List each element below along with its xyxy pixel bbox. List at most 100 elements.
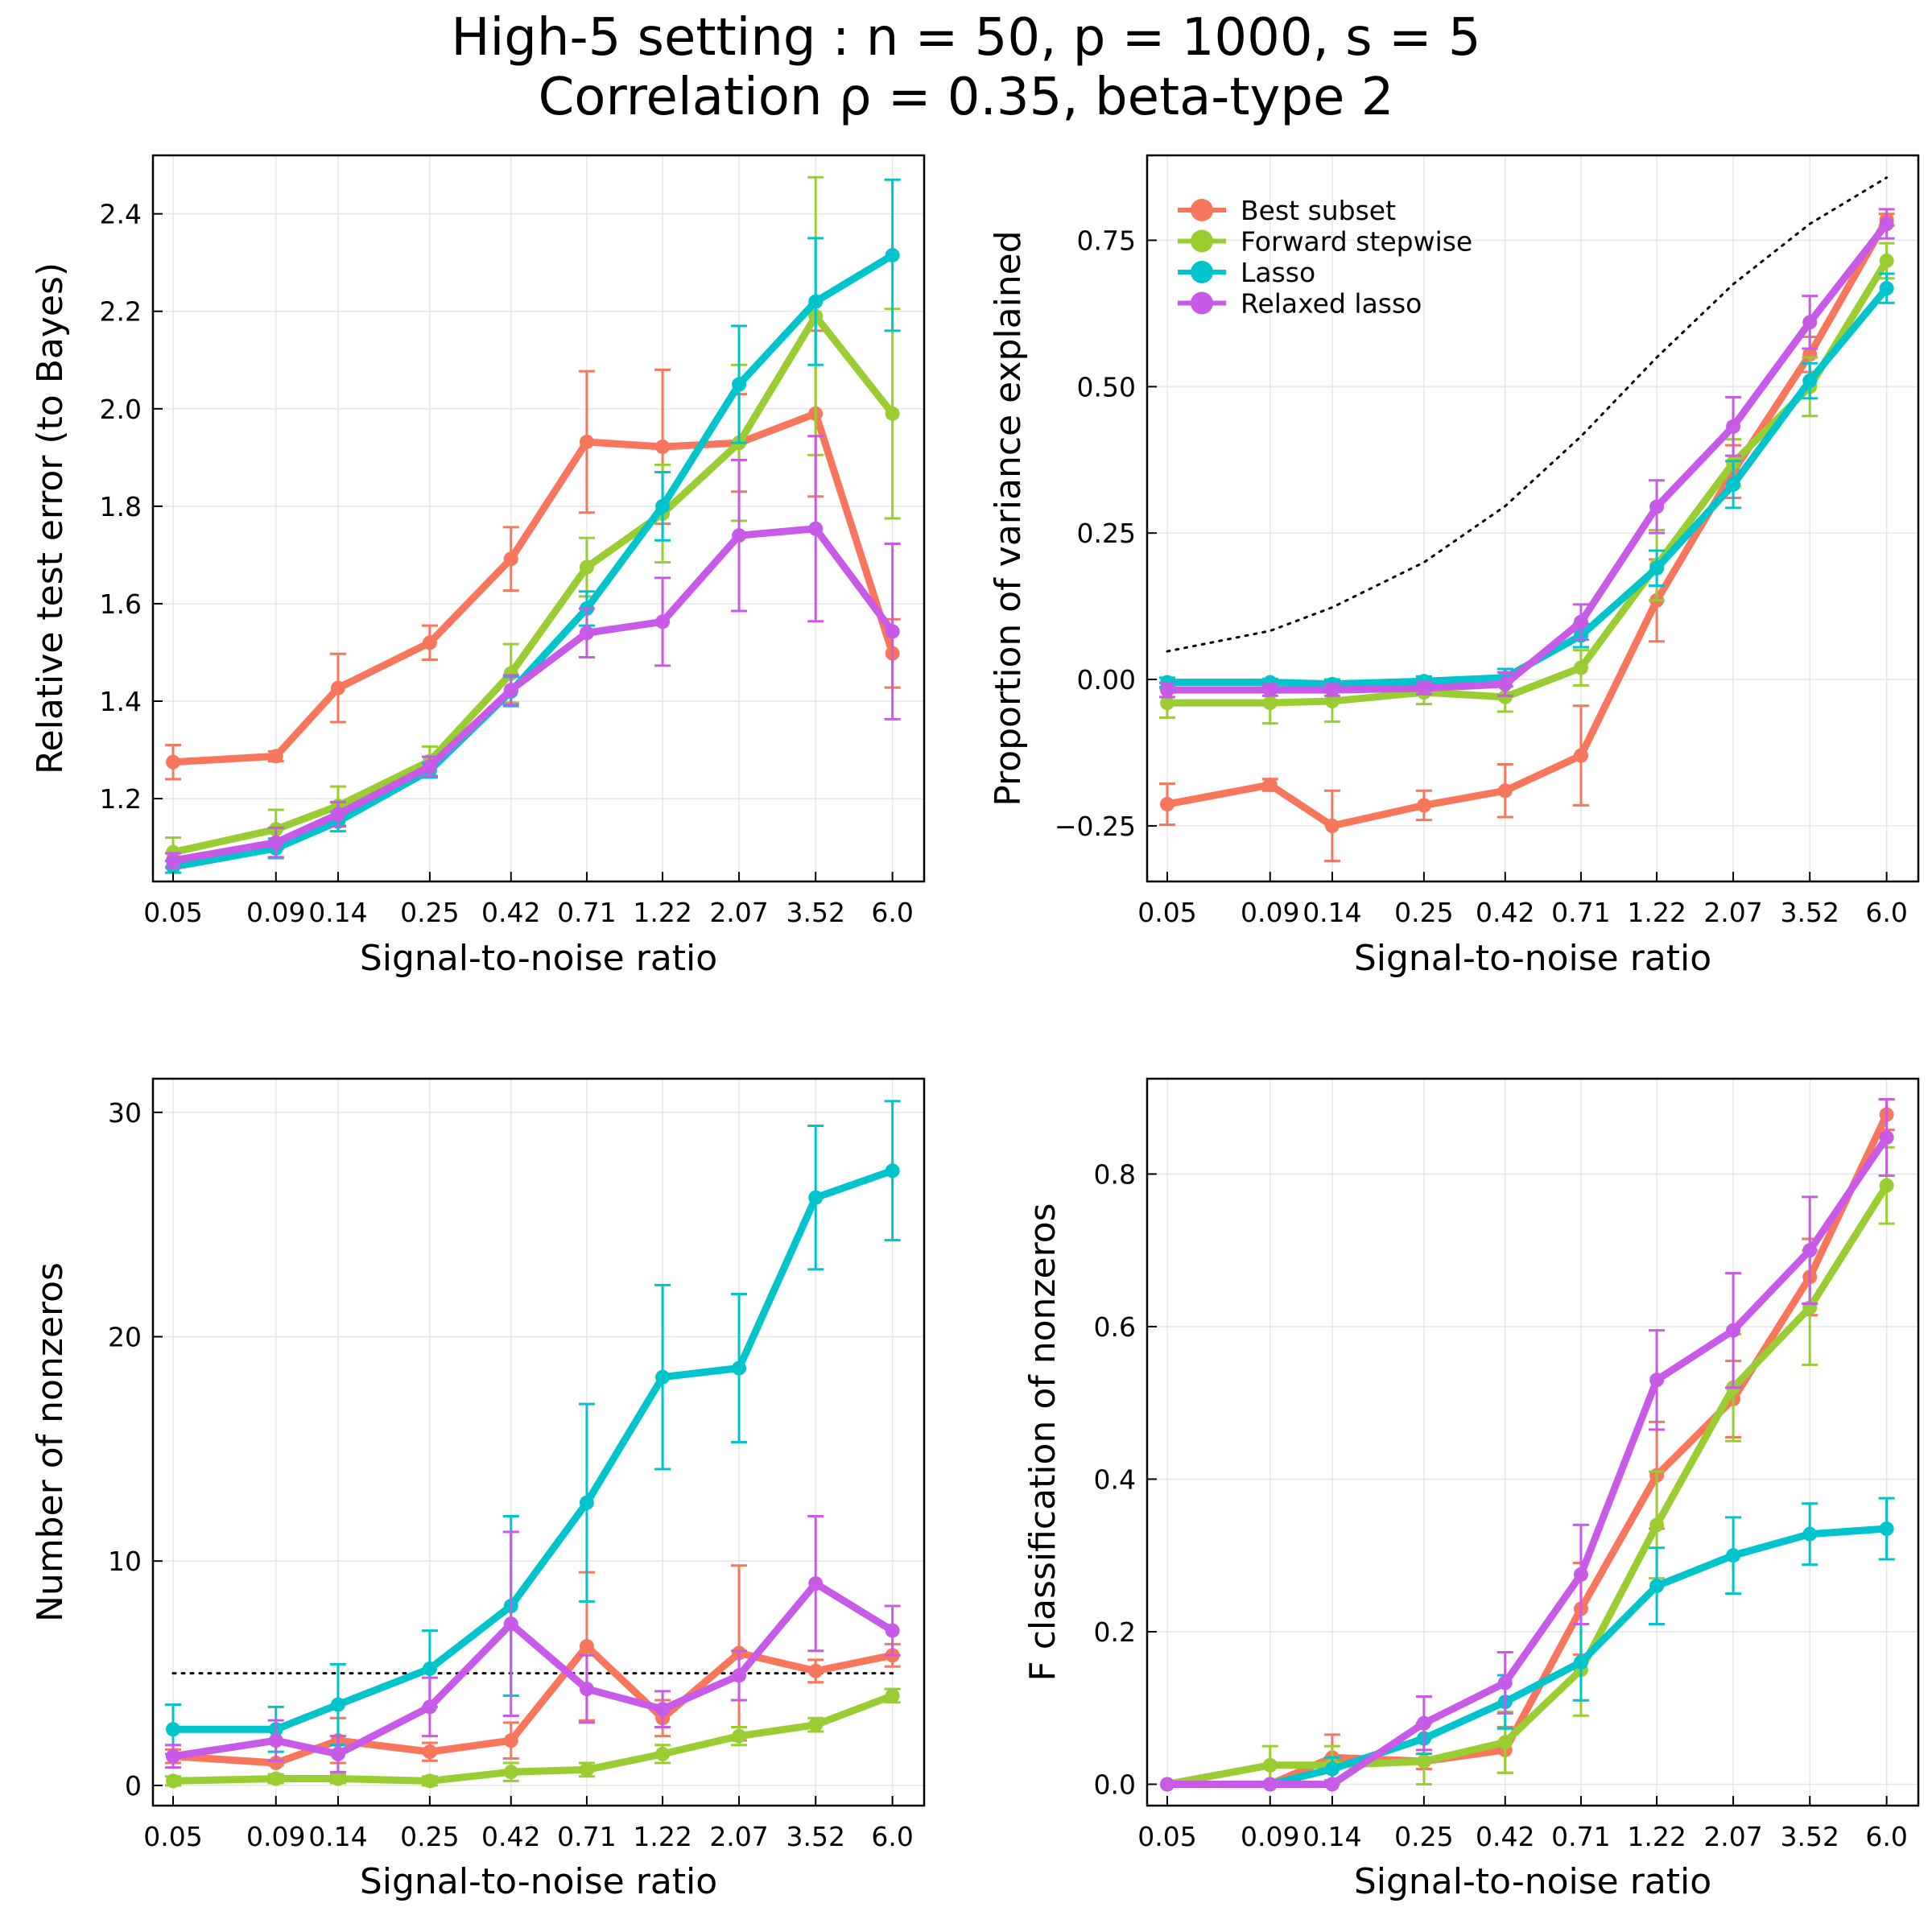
x-tick-label: 0.42 bbox=[1476, 1821, 1534, 1852]
y-tick-label: 0.8 bbox=[1094, 1158, 1136, 1190]
data-point bbox=[579, 1495, 594, 1510]
data-point bbox=[732, 1668, 747, 1683]
y-tick-label: 10 bbox=[108, 1546, 142, 1577]
series-line bbox=[172, 252, 894, 871]
x-tick-label: 2.07 bbox=[709, 897, 768, 928]
data-point bbox=[655, 440, 671, 455]
series-forward-stepwise bbox=[165, 1687, 901, 1789]
data-point bbox=[579, 625, 594, 641]
x-tick-label: 1.22 bbox=[633, 1821, 691, 1852]
data-point bbox=[655, 1369, 671, 1385]
data-point bbox=[579, 1762, 594, 1777]
data-point bbox=[1497, 676, 1513, 691]
x-tick-label: 6.0 bbox=[871, 897, 913, 928]
chart-panel-proportion-variance-explained: 0.05 0.09 0.14 0.25 0.42 0.71 1.22 2.07 3.52 6.0 −… bbox=[988, 154, 1920, 979]
data-point bbox=[166, 754, 180, 770]
data-point bbox=[330, 1771, 345, 1786]
data-point bbox=[1879, 217, 1894, 232]
data-point bbox=[1802, 374, 1818, 389]
data-point bbox=[885, 1163, 900, 1179]
data-point bbox=[166, 1773, 180, 1789]
data-point bbox=[503, 1765, 518, 1780]
data-point bbox=[503, 683, 518, 698]
chart-panel-relative-test-error: 0.05 0.09 0.14 0.25 0.42 0.71 1.22 2.07 3.52 6.0 1… bbox=[30, 154, 926, 979]
data-point bbox=[422, 1744, 437, 1760]
y-tick-label: −0.25 bbox=[1055, 811, 1136, 842]
data-point bbox=[579, 434, 594, 449]
data-point bbox=[503, 551, 518, 567]
series-line bbox=[1167, 258, 1890, 707]
series-line bbox=[1166, 1183, 1890, 1788]
y-tick-label: 0.25 bbox=[1077, 518, 1136, 549]
data-point bbox=[1262, 777, 1278, 792]
data-point bbox=[330, 807, 345, 822]
x-tick-label: 3.52 bbox=[1780, 897, 1839, 928]
data-point bbox=[1879, 253, 1894, 268]
data-point bbox=[885, 1623, 900, 1638]
data-point bbox=[1497, 1675, 1513, 1690]
y-tick-label: 2.4 bbox=[100, 199, 142, 230]
data-point bbox=[1649, 1373, 1665, 1388]
x-axis-title: Signal-to-noise ratio bbox=[1354, 1861, 1711, 1902]
x-tick-label: 0.25 bbox=[1394, 897, 1453, 928]
data-point bbox=[1879, 1129, 1894, 1145]
data-point bbox=[885, 1688, 900, 1703]
data-point bbox=[166, 852, 180, 868]
x-tick-label: 6.0 bbox=[1865, 897, 1907, 928]
data-point bbox=[1160, 796, 1174, 811]
y-axis-title: F classification of nonzeros bbox=[1022, 1203, 1063, 1681]
data-point bbox=[732, 1360, 747, 1376]
plot-frame bbox=[151, 1077, 926, 1807]
x-tick-label: 0.14 bbox=[1302, 897, 1361, 928]
title-line-1: High-5 setting : n = 50, p = 1000, s = 5 bbox=[451, 8, 1481, 68]
data-point bbox=[808, 1190, 824, 1205]
y-tick-label: 0.4 bbox=[1094, 1463, 1136, 1495]
series-line bbox=[1167, 1525, 1887, 1788]
data-point bbox=[503, 1733, 518, 1748]
data-point bbox=[808, 1717, 824, 1732]
legend-entry-label: Relaxed lasso bbox=[1241, 288, 1422, 320]
data-point bbox=[732, 1728, 747, 1744]
data-point bbox=[1324, 818, 1340, 833]
data-point bbox=[1802, 1526, 1818, 1542]
y-tick-label: 30 bbox=[108, 1097, 142, 1129]
data-point bbox=[1649, 499, 1665, 514]
data-point bbox=[166, 1722, 180, 1737]
y-tick-label: 0.2 bbox=[1094, 1616, 1136, 1648]
y-tick-label: 1.2 bbox=[100, 783, 142, 815]
y-tick-label: 2.2 bbox=[100, 296, 142, 328]
y-tick-label: 1.8 bbox=[100, 491, 142, 522]
data-point bbox=[579, 559, 594, 575]
y-tick-label: 0.50 bbox=[1077, 371, 1136, 402]
x-tick-label: 0.09 bbox=[246, 1821, 305, 1852]
y-tick-label: 0.75 bbox=[1077, 225, 1136, 256]
data-point bbox=[268, 749, 283, 764]
x-tick-label: 0.05 bbox=[143, 897, 202, 928]
x-tick-label: 3.52 bbox=[786, 897, 844, 928]
x-tick-label: 0.09 bbox=[1241, 1821, 1299, 1852]
series-line bbox=[172, 1692, 894, 1785]
data-point bbox=[885, 248, 900, 263]
x-tick-label: 0.05 bbox=[1137, 897, 1196, 928]
series-line bbox=[172, 312, 896, 857]
data-point bbox=[422, 1661, 437, 1676]
data-point bbox=[579, 1682, 594, 1697]
data-point bbox=[808, 294, 824, 309]
data-point bbox=[1649, 560, 1665, 576]
series-relaxed-lasso bbox=[1160, 1098, 1895, 1792]
data-point bbox=[1324, 683, 1340, 698]
x-tick-label: 3.52 bbox=[786, 1821, 844, 1852]
data-point bbox=[1262, 696, 1278, 711]
x-tick-label: 1.22 bbox=[1627, 1821, 1686, 1852]
y-axis-title: Number of nonzeros bbox=[30, 1262, 71, 1622]
data-point bbox=[422, 635, 437, 650]
x-tick-label: 0.25 bbox=[1394, 1821, 1453, 1852]
data-point bbox=[330, 1746, 345, 1761]
data-point bbox=[1416, 1754, 1431, 1769]
x-tick-label: 0.09 bbox=[1241, 897, 1299, 928]
series-best-subset bbox=[1159, 213, 1895, 863]
data-point bbox=[1573, 748, 1588, 763]
data-point bbox=[579, 1639, 594, 1654]
plot-frame bbox=[151, 154, 926, 883]
